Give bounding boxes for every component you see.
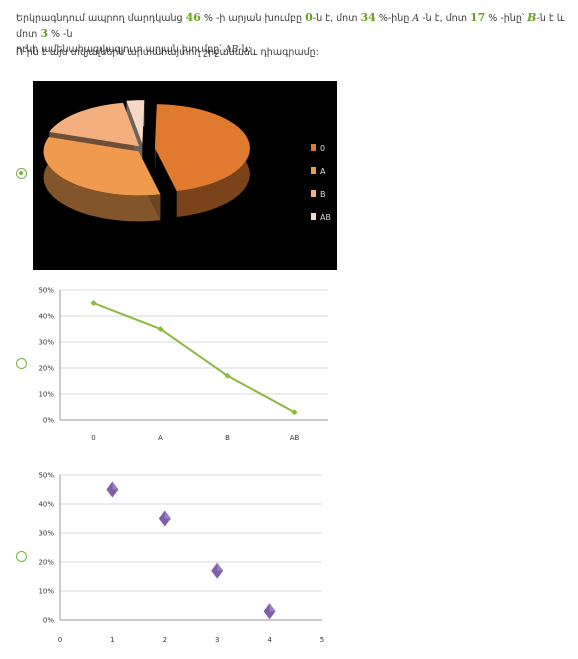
y-tick-label: 10% [38,391,54,399]
data-point-0 [90,300,97,306]
x-tick-label-3: 3 [215,636,219,644]
question-fragment: % -ն [47,29,73,40]
question-fragment: -ն է, մոտ [312,13,361,24]
series-line [93,302,295,414]
scatter-chart[interactable]: 0% 10% 20% 30% 40% 50% 0 1 2 3 4 5 [32,466,332,652]
question-fragment: -ն: [238,44,252,55]
x-tick-label-0: 0 [58,636,62,644]
legend-swatch-AB [311,213,316,220]
scatter-chart-points [106,481,276,620]
pie-slice-B [49,102,140,147]
group-b: B [527,11,537,24]
legend-label-0: 0 [320,144,325,153]
x-tick-label-4: 4 [267,636,272,644]
line-chart[interactable]: 0%10%20%30%40%50% 0 A B AB [32,282,332,442]
option-1-radio[interactable] [16,168,27,179]
x-tick-label-0: 0 [91,434,95,442]
y-tick-label: 10% [38,588,54,596]
scatter-chart-y-ticks: 0% 10% 20% 30% 40% 50% [38,472,54,625]
data-point-highlight-4 [269,603,276,612]
option-2-radio[interactable] [16,358,27,369]
legend-swatch-A [311,167,316,174]
value-17: 17 [469,11,486,24]
y-tick-label: 40% [38,313,54,321]
question-fragment: Երկրագնդում ապրող մարդկանց [16,13,186,24]
pie-slices [43,100,250,196]
y-tick-label: 50% [38,472,54,480]
question-fragment: % -ի արյան խումբը [200,13,306,24]
pie-slice-side-A [43,136,161,222]
legend-label-B: B [320,190,326,199]
data-point-A [157,326,164,332]
legend-swatch-B [311,190,316,197]
line-chart-x-ticks: 0 A B AB [91,434,299,442]
value-46: 46 [185,11,201,24]
legend-swatch-0 [311,144,316,151]
line-chart-grid [59,289,328,421]
y-tick-label: 30% [38,530,54,538]
y-tick-label: 50% [38,287,54,295]
data-point-highlight-1 [112,481,119,490]
group-0: 0 [305,11,313,24]
legend-label-A: A [320,167,326,176]
x-tick-label-AB: AB [290,434,300,442]
group-ab: AB [224,44,239,55]
scatter-chart-x-ticks: 0 1 2 3 4 5 [58,636,324,644]
y-tick-label: 20% [38,559,54,567]
data-point-highlight-3 [217,562,224,571]
question-prompt: Ո՞րն է այս տվյալներն արտահայտող շրջանաձև… [16,47,319,58]
pie-slice-0 [154,104,250,192]
x-tick-label-1: 1 [110,636,114,644]
question-fragment: % -ինը՝ [485,13,528,24]
x-tick-label-2: 2 [163,636,167,644]
data-point-B [224,372,231,379]
legend-label-AB: AB [320,213,331,222]
question-fragment: -ն է, մոտ [419,13,470,24]
data-point-highlight-2 [164,510,171,519]
question-fragment: %-ինը [375,13,413,24]
question-fragment: ունի ամենահազվագյուտ արյան խումբը՝ [16,44,225,55]
pie-slice-AB [126,100,145,145]
y-tick-label: 0% [43,617,54,625]
option-3-radio[interactable] [16,551,27,562]
data-point-AB [291,409,298,416]
value-34: 34 [360,11,376,24]
y-tick-label: 40% [38,501,54,509]
question-text: Երկրագնդում ապրող մարդկանց 46 % -ի արյան… [16,10,568,57]
x-tick-label-5: 5 [320,636,324,644]
group-a: A [412,13,420,24]
question-fragment: -ն է և մոտ [16,13,565,40]
x-tick-label-A: A [158,434,163,442]
y-tick-label: 30% [38,339,54,347]
value-3: 3 [40,27,48,40]
pie-slice-A [43,136,161,196]
line-chart-series [90,300,298,416]
x-tick-label-B: B [225,434,230,442]
line-chart-y-ticks: 0% 10% 20% 30% 40% 50% [38,287,54,425]
y-tick-label: 0% [43,417,54,425]
scatter-chart-grid [59,474,322,621]
y-tick-label: 20% [38,365,54,373]
